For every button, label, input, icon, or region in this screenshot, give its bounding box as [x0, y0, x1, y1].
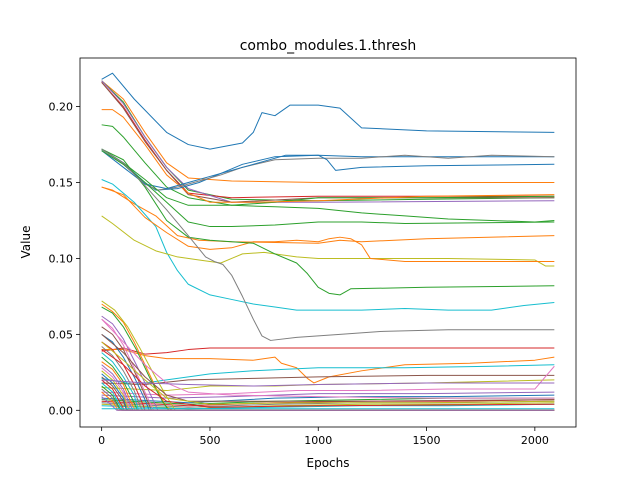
series-line-25 — [101, 365, 555, 396]
series-line-3 — [101, 80, 555, 202]
chart-title: combo_modules.1.thresh — [240, 38, 417, 54]
series-line-55 — [101, 396, 555, 411]
series-line-1 — [101, 72, 555, 150]
series-line-18 — [101, 148, 555, 296]
series-line-6 — [101, 81, 555, 203]
y-tick-label: 0.00 — [49, 404, 74, 417]
series-line-16 — [101, 215, 555, 267]
x-tick-label: 2000 — [521, 434, 549, 447]
series-line-58 — [101, 341, 555, 405]
y-axis-ticks: 0.00 0.05 0.10 0.15 0.20 — [49, 101, 80, 417]
series-line-57 — [101, 333, 555, 402]
series-layer — [101, 72, 555, 411]
series-line-15 — [101, 179, 555, 311]
series-line-19 — [101, 148, 555, 341]
x-axis-ticks: 0 500 1000 1500 2000 — [98, 427, 549, 447]
series-line-21 — [101, 349, 555, 384]
series-line-13 — [101, 148, 555, 223]
series-line-2 — [101, 80, 555, 184]
series-line-29 — [101, 399, 555, 407]
y-tick-label: 0.15 — [49, 177, 74, 190]
x-tick-label: 500 — [199, 434, 220, 447]
series-line-4 — [101, 81, 555, 199]
x-tick-label: 0 — [98, 434, 105, 447]
series-line-7 — [101, 124, 555, 206]
series-line-56 — [101, 318, 555, 399]
series-line-11 — [101, 150, 555, 190]
series-line-20 — [101, 347, 555, 355]
series-line-26 — [101, 391, 555, 399]
series-line-60 — [101, 379, 555, 387]
x-axis-label: Epochs — [307, 456, 350, 470]
series-line-17 — [101, 186, 555, 262]
series-line-23 — [101, 374, 555, 385]
series-line-5 — [101, 80, 555, 203]
series-line-34 — [101, 300, 555, 411]
series-line-59 — [101, 349, 555, 408]
y-tick-label: 0.20 — [49, 101, 74, 114]
y-tick-label: 0.10 — [49, 252, 74, 265]
series-line-8 — [101, 109, 555, 203]
x-tick-label: 1500 — [413, 434, 441, 447]
series-line-12 — [101, 150, 555, 228]
y-axis-label: Value — [19, 226, 33, 259]
y-tick-label: 0.05 — [49, 328, 74, 341]
axes-frame — [79, 57, 577, 428]
x-tick-label: 1000 — [304, 434, 332, 447]
plot-area — [80, 58, 576, 427]
